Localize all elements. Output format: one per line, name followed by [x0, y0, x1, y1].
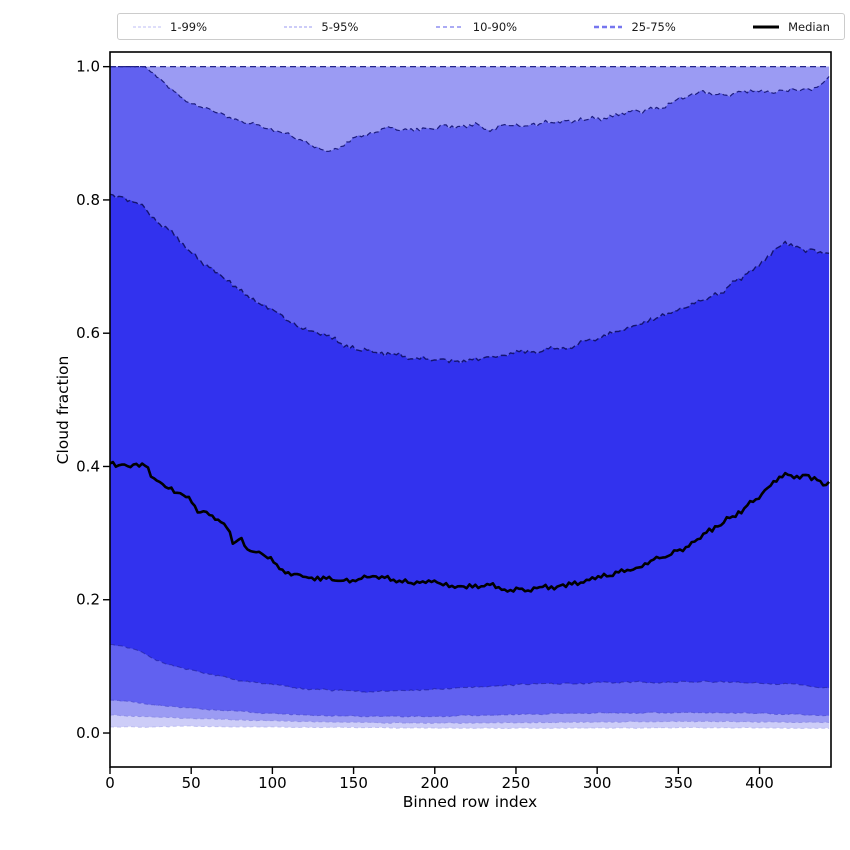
x-tick-label: 400	[745, 774, 774, 792]
legend-label: 1-99%	[170, 19, 208, 34]
x-tick-label: 350	[664, 774, 693, 792]
percentile-line-p90	[110, 66, 830, 152]
x-axis-label: Binned row index	[402, 793, 538, 811]
plot-area	[110, 66, 831, 730]
legend-label: 5-95%	[321, 19, 359, 34]
y-tick-label: 0.4	[76, 457, 100, 475]
legend-label: 25-75%	[631, 19, 676, 34]
x-tick-label: 0	[105, 774, 115, 792]
legend-line-swatch	[753, 25, 780, 28]
y-tick-label: 0.8	[76, 191, 100, 209]
legend-line-swatch	[133, 25, 161, 28]
x-tick-label: 200	[420, 774, 449, 792]
x-tick-label: 300	[583, 774, 612, 792]
legend-item-25-75-: 25-75%	[593, 19, 676, 34]
legend-item-median: Median	[752, 20, 830, 34]
y-tick-label: 0.6	[76, 324, 100, 342]
legend-label: 10-90%	[472, 19, 518, 34]
legend-item-5-95-: 5-95%	[283, 20, 358, 34]
axes-frame	[109, 51, 832, 768]
percentile-line-p1	[110, 725, 830, 730]
y-tick-label: 0.0	[76, 724, 100, 742]
x-tick-label: 150	[339, 774, 368, 792]
x-tick-label: 50	[182, 774, 201, 792]
y-tick-label: 0.2	[76, 591, 100, 609]
y-axis-label: Cloud fraction	[54, 355, 72, 465]
percentile-line-p10	[110, 699, 830, 718]
legend-item-1-99-: 1-99%	[132, 20, 207, 34]
x-axis: 0 50 100 150 200 250 300 350 400	[105, 767, 774, 792]
x-tick-label: 100	[258, 774, 287, 792]
y-tick-label: 1.0	[76, 58, 100, 76]
x-tick-label: 250	[502, 774, 531, 792]
legend-line-swatch	[284, 25, 313, 28]
legend-item-10-90-: 10-90%	[435, 20, 517, 34]
percentile-line-p75	[110, 193, 830, 364]
y-axis: 0.0 0.2 0.4 0.6 0.8 1.0	[76, 58, 110, 742]
median-line	[110, 460, 831, 593]
legend: 1-99% 5-95% 10-90% 25-75% Median	[117, 13, 845, 40]
legend-line-swatch	[594, 25, 623, 28]
band-25-75-	[110, 194, 830, 693]
percentile-line-p5	[110, 714, 830, 724]
legend-label: Median	[788, 19, 830, 34]
percentile-line-p25	[110, 643, 830, 694]
legend-line-swatch	[435, 25, 464, 28]
